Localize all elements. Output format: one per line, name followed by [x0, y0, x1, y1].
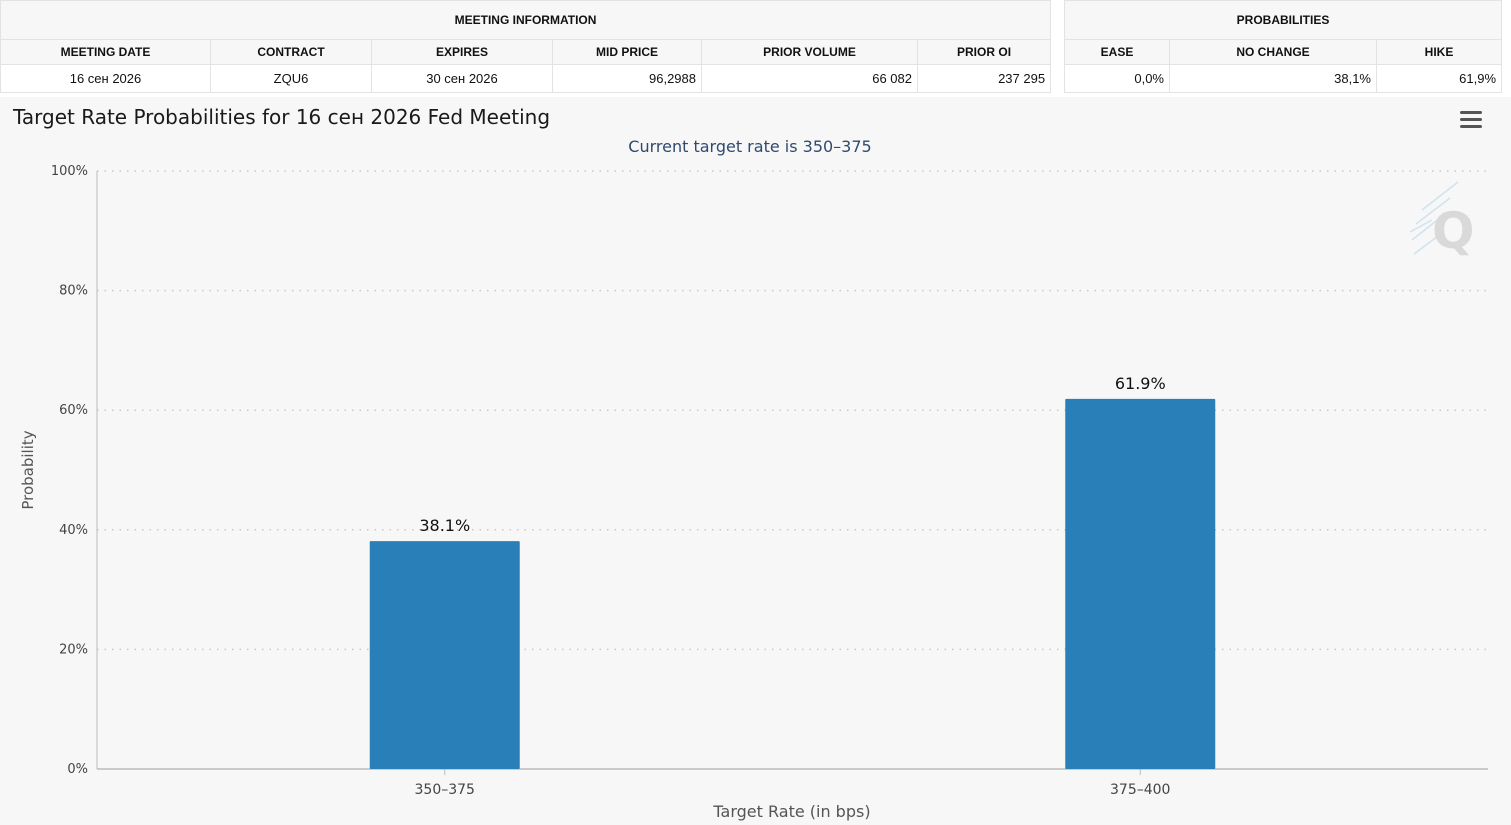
column-header-meeting-date: MEETING DATE	[0, 39, 211, 65]
cell-contract: ZQU6	[210, 64, 372, 93]
meeting-information-table: MEETING INFORMATION MEETING DATE CONTRAC…	[0, 0, 1052, 93]
meeting-information-header: MEETING INFORMATION	[0, 0, 1052, 40]
y-tick-label: 100%	[51, 164, 88, 179]
cell-prior-oi: 237 295	[916, 64, 1052, 93]
table-row: 0,0% 38,1% 61,9%	[1064, 64, 1503, 93]
x-tick-label: 375–400	[1110, 782, 1170, 798]
column-header-prior-volume: PRIOR VOLUME	[701, 39, 918, 65]
cell-prior-volume: 66 082	[701, 64, 918, 93]
column-header-prior-oi: PRIOR OI	[916, 39, 1052, 65]
chart-container: Target Rate Probabilities for 16 сен 202…	[0, 97, 1511, 825]
cell-mid-price: 96,2988	[552, 64, 702, 93]
bar	[1065, 398, 1216, 769]
probabilities-table: PROBABILITIES EASE NO CHANGE HIKE 0,0% 3…	[1063, 0, 1503, 93]
x-axis-title: Target Rate (in bps)	[712, 802, 870, 821]
cell-expires: 30 сен 2026	[371, 64, 553, 93]
y-tick-label: 60%	[59, 403, 88, 418]
x-tick-label: 350–375	[415, 782, 475, 798]
hamburger-menu-icon[interactable]	[1460, 111, 1482, 129]
cell-meeting-date: 16 сен 2026	[0, 64, 211, 93]
y-tick-label: 40%	[59, 523, 88, 538]
bar-chart: 0% 20% 40% 60% 80% 100% 38.1% 350–375 61.9% 375–4…	[19, 137, 1488, 821]
svg-text:Q: Q	[1432, 202, 1475, 260]
chart-title: Target Rate Probabilities for 16 сен 202…	[13, 105, 551, 129]
y-axis-title: Probability	[19, 430, 37, 509]
column-header-hike: HIKE	[1375, 39, 1503, 65]
chart-subtitle: Current target rate is 350–375	[628, 137, 871, 156]
column-header-contract: CONTRACT	[210, 39, 372, 65]
column-header-mid-price: MID PRICE	[552, 39, 702, 65]
bar	[369, 541, 520, 769]
y-tick-label: 0%	[67, 762, 88, 777]
column-header-expires: EXPIRES	[371, 39, 553, 65]
column-header-no-change: NO CHANGE	[1169, 39, 1377, 65]
column-header-ease: EASE	[1064, 39, 1170, 65]
cell-ease: 0,0%	[1064, 64, 1170, 93]
q-logo-icon: Q	[1410, 181, 1475, 260]
y-tick-label: 20%	[59, 642, 88, 657]
y-tick-label: 80%	[59, 284, 88, 299]
cell-hike: 61,9%	[1375, 64, 1503, 93]
data-label: 61.9%	[1115, 374, 1166, 393]
data-label: 38.1%	[419, 516, 470, 535]
table-row: 16 сен 2026 ZQU6 30 сен 2026 96,2988 66 …	[0, 64, 1052, 93]
probabilities-header: PROBABILITIES	[1063, 0, 1503, 40]
cell-no-change: 38,1%	[1169, 64, 1377, 93]
